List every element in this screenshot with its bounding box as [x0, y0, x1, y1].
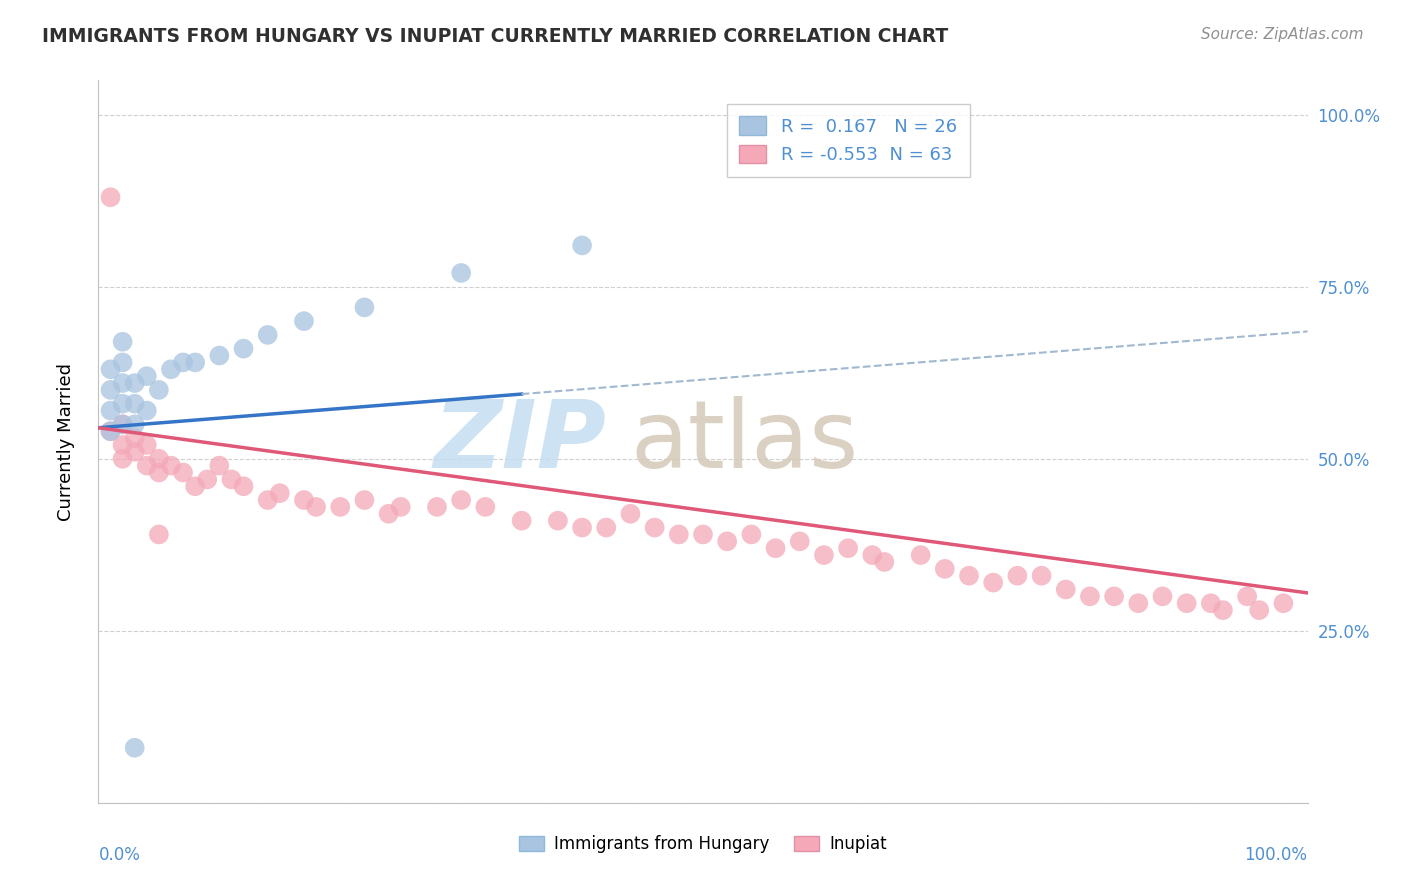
Legend: Immigrants from Hungary, Inupiat: Immigrants from Hungary, Inupiat	[512, 828, 894, 860]
Point	[124, 376, 146, 390]
Point	[148, 527, 170, 541]
Point	[100, 424, 122, 438]
Point	[1199, 596, 1222, 610]
Point	[160, 362, 183, 376]
Point	[172, 355, 194, 369]
Point	[860, 548, 883, 562]
Point	[208, 458, 231, 473]
Point	[353, 493, 375, 508]
Text: atlas: atlas	[630, 395, 859, 488]
Point	[668, 527, 690, 541]
Point	[910, 548, 932, 562]
Point	[100, 362, 122, 376]
Point	[619, 507, 641, 521]
Point	[124, 431, 146, 445]
Point	[124, 740, 146, 755]
Point	[813, 548, 835, 562]
Point	[595, 520, 617, 534]
Point	[111, 438, 134, 452]
Point	[329, 500, 352, 514]
Point	[571, 238, 593, 252]
Point	[111, 417, 134, 432]
Point	[1236, 590, 1258, 604]
Point	[873, 555, 896, 569]
Point	[135, 458, 157, 473]
Point	[100, 383, 122, 397]
Point	[389, 500, 412, 514]
Point	[208, 349, 231, 363]
Point	[100, 403, 122, 417]
Point	[269, 486, 291, 500]
Point	[256, 493, 278, 508]
Point	[1128, 596, 1150, 610]
Point	[716, 534, 738, 549]
Point	[765, 541, 787, 556]
Point	[450, 266, 472, 280]
Point	[160, 458, 183, 473]
Point	[1102, 590, 1125, 604]
Point	[644, 520, 666, 534]
Point	[111, 334, 134, 349]
Point	[837, 541, 859, 556]
Point	[256, 327, 278, 342]
Point	[789, 534, 811, 549]
Point	[305, 500, 328, 514]
Point	[111, 355, 134, 369]
Text: Source: ZipAtlas.com: Source: ZipAtlas.com	[1201, 27, 1364, 42]
Point	[172, 466, 194, 480]
Point	[957, 568, 980, 582]
Point	[353, 301, 375, 315]
Point	[135, 403, 157, 417]
Point	[111, 397, 134, 411]
Point	[148, 451, 170, 466]
Point	[232, 479, 254, 493]
Point	[148, 383, 170, 397]
Point	[1152, 590, 1174, 604]
Point	[135, 438, 157, 452]
Point	[1249, 603, 1271, 617]
Point	[426, 500, 449, 514]
Point	[292, 493, 315, 508]
Text: 0.0%: 0.0%	[98, 847, 141, 864]
Point	[981, 575, 1004, 590]
Point	[100, 190, 122, 204]
Point	[148, 466, 170, 480]
Point	[195, 472, 218, 486]
Point	[692, 527, 714, 541]
Text: IMMIGRANTS FROM HUNGARY VS INUPIAT CURRENTLY MARRIED CORRELATION CHART: IMMIGRANTS FROM HUNGARY VS INUPIAT CURRE…	[42, 27, 949, 45]
Point	[1175, 596, 1198, 610]
Point	[292, 314, 315, 328]
Text: 100.0%: 100.0%	[1244, 847, 1308, 864]
Point	[1078, 590, 1101, 604]
Point	[124, 417, 146, 432]
Point	[1054, 582, 1077, 597]
Point	[184, 355, 207, 369]
Point	[124, 397, 146, 411]
Point	[135, 369, 157, 384]
Point	[111, 451, 134, 466]
Point	[474, 500, 496, 514]
Point	[547, 514, 569, 528]
Point	[450, 493, 472, 508]
Point	[571, 520, 593, 534]
Point	[740, 527, 762, 541]
Point	[111, 376, 134, 390]
Point	[1031, 568, 1053, 582]
Point	[184, 479, 207, 493]
Y-axis label: Currently Married: Currently Married	[56, 362, 75, 521]
Point	[111, 417, 134, 432]
Point	[1272, 596, 1295, 610]
Point	[1212, 603, 1234, 617]
Point	[934, 562, 956, 576]
Point	[232, 342, 254, 356]
Point	[221, 472, 243, 486]
Point	[510, 514, 533, 528]
Point	[100, 424, 122, 438]
Point	[124, 445, 146, 459]
Point	[377, 507, 399, 521]
Text: ZIP: ZIP	[433, 395, 606, 488]
Point	[1007, 568, 1029, 582]
